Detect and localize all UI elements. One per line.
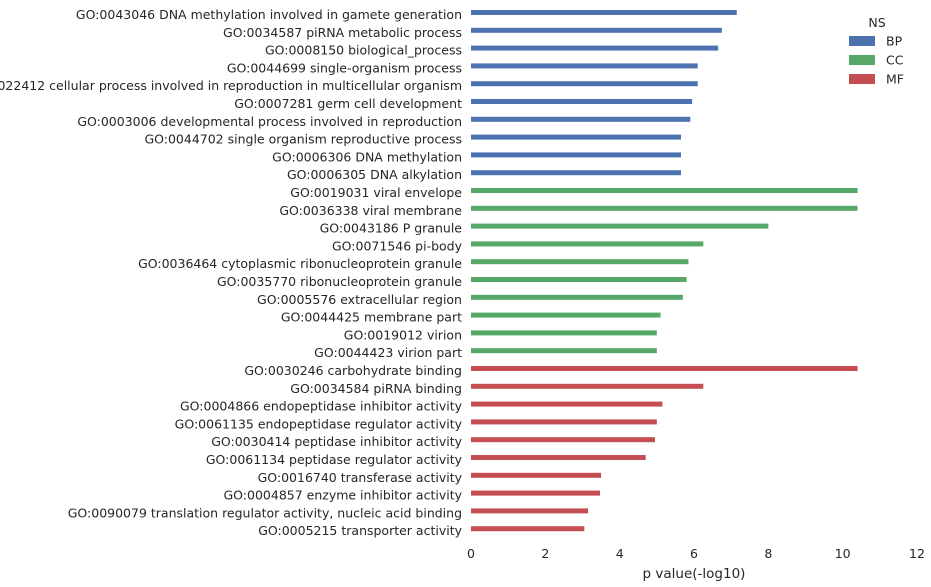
- category-label: GO:0005576 extracellular region: [257, 292, 462, 307]
- bar: [471, 241, 704, 247]
- bar: [471, 526, 585, 532]
- bar: [471, 508, 589, 514]
- bar: [471, 348, 657, 354]
- bar: [471, 455, 646, 460]
- category-label: GO:0019031 viral envelope: [290, 185, 462, 200]
- category-label: GO:0006305 DNA alkylation: [287, 167, 462, 182]
- category-label: GO:0044423 virion part: [314, 345, 462, 360]
- bar: [471, 223, 769, 229]
- category-label: GO:0007281 germ cell development: [234, 96, 462, 111]
- category-label: GO:0044702 single organism reproductive …: [144, 132, 462, 147]
- bar: [471, 472, 602, 478]
- x-tick-label: 4: [616, 546, 624, 561]
- bar: [471, 188, 858, 193]
- bars-group: [471, 10, 858, 532]
- category-label: GO:0004866 endopeptidase inhibitor activ…: [180, 399, 463, 414]
- category-label: GO:0044425 membrane part: [281, 310, 462, 325]
- bar: [471, 383, 704, 389]
- bar: [471, 27, 722, 33]
- category-label: GO:0034584 piRNA binding: [290, 381, 462, 396]
- category-label: GO:0022412 cellular process involved in …: [0, 78, 462, 93]
- legend-swatch: [849, 36, 875, 46]
- category-label: GO:0035770 ribonucleoprotein granule: [217, 274, 462, 289]
- legend-label: BP: [886, 34, 903, 49]
- bar: [471, 99, 693, 104]
- bar: [471, 10, 737, 15]
- category-label: GO:0016740 transferase activity: [258, 470, 463, 485]
- category-label: GO:0003006 developmental process involve…: [77, 114, 462, 129]
- category-label: GO:0034587 piRNA metabolic process: [223, 25, 462, 40]
- category-label: GO:0043186 P granule: [320, 221, 463, 236]
- x-tick-labels-group: 0 2 4 6 8 10 12: [467, 546, 925, 561]
- x-tick-label: 6: [690, 546, 698, 561]
- bar: [471, 312, 661, 318]
- category-label: GO:0061135 endopeptidase regulator activ…: [175, 416, 463, 431]
- category-labels-group: GO:0043046 DNA methylation involved in g…: [0, 7, 463, 538]
- legend-label: CC: [886, 53, 904, 68]
- bar: [471, 294, 683, 300]
- legend: NS BP CC MF: [849, 15, 904, 87]
- legend-items-group: BP CC MF: [849, 34, 904, 87]
- bar: [471, 45, 719, 51]
- x-tick-label: 2: [541, 546, 549, 561]
- category-label: GO:0061134 peptidase regulator activity: [206, 452, 463, 467]
- bar: [471, 437, 655, 443]
- bar: [471, 134, 681, 140]
- bar: [471, 81, 698, 87]
- bar: [471, 116, 691, 122]
- bar: [471, 63, 698, 69]
- category-label: GO:0090079 translation regulator activit…: [68, 505, 462, 520]
- bar: [471, 419, 657, 425]
- bar: [471, 205, 858, 211]
- bar: [471, 170, 681, 176]
- x-axis-label: p value(-log10): [643, 566, 746, 582]
- category-label: GO:0005215 transporter activity: [258, 523, 462, 538]
- category-label: GO:0044699 single-organism process: [227, 60, 462, 75]
- x-tick-label: 10: [835, 546, 851, 561]
- bar: [471, 330, 657, 336]
- category-label: GO:0043046 DNA methylation involved in g…: [76, 7, 462, 22]
- bar: [471, 490, 600, 496]
- bar: [471, 277, 687, 282]
- category-label: GO:0036464 cytoplasmic ribonucleoprotein…: [138, 256, 462, 271]
- legend-swatch: [849, 55, 875, 65]
- x-tick-label: 8: [764, 546, 772, 561]
- x-tick-label: 0: [467, 546, 475, 561]
- legend-swatch: [849, 74, 875, 84]
- category-label: GO:0030246 carbohydrate binding: [244, 363, 462, 378]
- category-label: GO:0004857 enzyme inhibitor activity: [223, 488, 462, 503]
- bar: [471, 152, 681, 158]
- category-label: GO:0030414 peptidase inhibitor activity: [211, 434, 462, 449]
- category-label: GO:0071546 pi-body: [332, 238, 463, 253]
- bar: [471, 401, 663, 407]
- category-label: GO:0006306 DNA methylation: [272, 149, 462, 164]
- legend-title: NS: [868, 15, 885, 30]
- category-label: GO:0019012 virion: [344, 327, 462, 342]
- bar: [471, 366, 858, 371]
- bar: [471, 259, 689, 265]
- legend-label: MF: [886, 72, 904, 87]
- category-label: GO:0036338 viral membrane: [279, 203, 462, 218]
- x-tick-label: 12: [909, 546, 925, 561]
- category-label: GO:0008150 biological_process: [265, 43, 462, 58]
